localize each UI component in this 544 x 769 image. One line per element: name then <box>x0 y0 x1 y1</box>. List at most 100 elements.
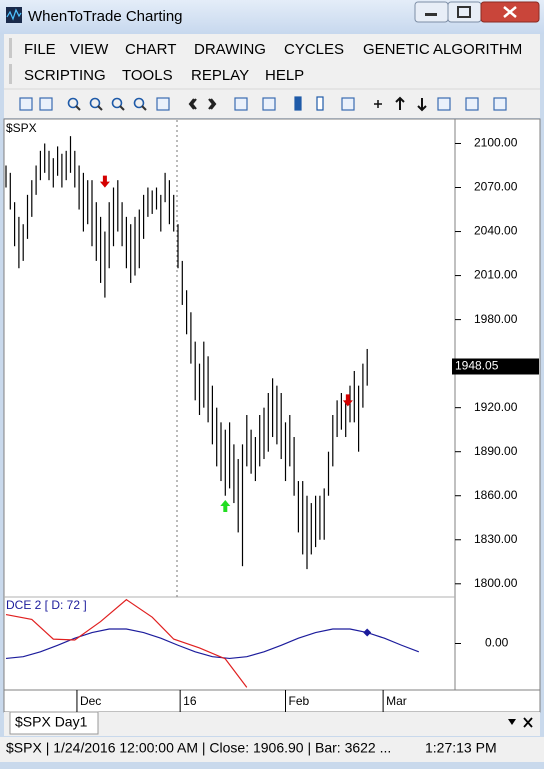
icon <box>316 96 324 111</box>
x-tick-label: Mar <box>386 694 407 708</box>
icon <box>417 98 427 112</box>
icon <box>111 97 123 109</box>
symbol-label: $SPX <box>6 121 37 135</box>
toolbar-button[interactable] <box>294 96 302 111</box>
menu-item[interactable]: DRAWING <box>194 41 266 58</box>
signal-arrow <box>220 500 231 513</box>
toolbar-button[interactable] <box>133 97 147 111</box>
icon <box>119 105 125 111</box>
menu-item[interactable]: VIEW <box>70 41 109 58</box>
minimize-button[interactable] <box>414 1 449 23</box>
x-tick-label: Feb <box>289 694 310 708</box>
indicator-title: DCE 2 [ D: 72 ] <box>6 598 87 612</box>
toolbar-button[interactable] <box>188 98 197 110</box>
icon <box>234 97 248 111</box>
toolbar-button[interactable] <box>374 100 382 108</box>
toolbar-button[interactable] <box>208 98 217 110</box>
status-info: $SPX | 1/24/2016 12:00:00 AM | Close: 19… <box>6 740 391 756</box>
indicator-y-tick-label: 0.00 <box>485 636 509 650</box>
y-tick-label: 2070.00 <box>474 180 518 194</box>
menu-item[interactable]: REPLAY <box>191 67 249 84</box>
status-time: 1:27:13 PM <box>425 740 497 756</box>
y-tick-label: 2010.00 <box>474 268 518 282</box>
y-tick-label: 1800.00 <box>474 576 518 590</box>
y-tick-label: 1890.00 <box>474 444 518 458</box>
icon <box>133 97 145 109</box>
y-tick-label: 1920.00 <box>474 400 518 414</box>
toolbar-button[interactable] <box>111 97 125 111</box>
menu-bar: FILE VIEW CHART DRAWING CYCLES GENETIC ALGORI… <box>9 38 522 84</box>
menu-item[interactable]: SCRIPTING <box>24 67 106 84</box>
toolbar-button[interactable] <box>19 97 33 111</box>
toolbar-button[interactable] <box>316 96 324 111</box>
toolbar-button[interactable] <box>67 97 81 111</box>
status-bar <box>0 737 544 762</box>
toolbar-button[interactable] <box>395 96 405 110</box>
toolbar-button[interactable] <box>341 97 355 111</box>
minimize-glyph <box>425 13 437 16</box>
last-price-label: 1948.05 <box>455 359 499 373</box>
x-tick-label: 16 <box>183 694 197 708</box>
icon <box>341 97 355 111</box>
icon <box>437 97 451 111</box>
menu-item[interactable]: FILE <box>24 41 56 58</box>
toolbar-button[interactable] <box>156 97 170 111</box>
icon <box>39 97 53 111</box>
toolbar-button[interactable] <box>493 97 507 111</box>
toolbar <box>19 96 507 112</box>
icon <box>19 97 33 111</box>
signal-arrow <box>342 394 353 407</box>
price-bars <box>5 136 368 570</box>
x-tick-label: Dec <box>80 694 101 708</box>
icon <box>493 97 507 111</box>
maximize-glyph <box>457 6 471 18</box>
menu-item[interactable]: CHART <box>125 41 176 58</box>
icon <box>67 97 79 109</box>
icon <box>75 105 81 111</box>
tab-close[interactable] <box>523 717 533 728</box>
indicator-line <box>5 598 248 688</box>
icon <box>262 97 276 111</box>
toolbar-button[interactable] <box>465 97 479 111</box>
icon <box>97 105 103 111</box>
icon <box>395 96 405 110</box>
icon <box>89 97 101 109</box>
menu-item[interactable]: GENETIC ALGORITHM <box>363 41 522 58</box>
icon <box>208 98 217 110</box>
icon <box>156 97 170 111</box>
icon <box>465 97 479 111</box>
indicator-plot <box>5 598 420 688</box>
icon <box>188 98 197 110</box>
y-tick-label: 1830.00 <box>474 532 518 546</box>
chart-tab[interactable] <box>9 711 99 735</box>
y-tick-label: 2040.00 <box>474 224 518 238</box>
indicator-line <box>5 628 420 660</box>
menu-item[interactable]: TOOLS <box>122 67 173 84</box>
toolbar-button[interactable] <box>417 98 427 112</box>
toolbar-button[interactable] <box>89 97 103 111</box>
y-tick-label: 2100.00 <box>474 136 518 150</box>
menu-item[interactable]: HELP <box>265 67 304 84</box>
maximize-button[interactable] <box>447 1 482 23</box>
y-tick-label: 1980.00 <box>474 312 518 326</box>
tab-dropdown[interactable] <box>508 719 516 725</box>
tab-label: $SPX Day1 <box>15 714 88 730</box>
toolbar-button[interactable] <box>234 97 248 111</box>
toolbar-button[interactable] <box>39 97 53 111</box>
toolbar-button[interactable] <box>437 97 451 111</box>
menu-item[interactable]: CYCLES <box>284 41 344 58</box>
icon <box>294 96 302 111</box>
signal-arrow <box>99 175 110 188</box>
close-glyph <box>503 6 517 18</box>
window-title: WhenToTrade Charting <box>28 8 183 25</box>
toolbar-button[interactable] <box>262 97 276 111</box>
menu-grip <box>9 64 12 84</box>
y-tick-label: 1860.00 <box>474 488 518 502</box>
icon <box>374 100 382 108</box>
last-price-box <box>452 358 539 375</box>
menu-grip <box>9 38 12 58</box>
app-icon-glyph <box>6 8 22 21</box>
indicator-marker <box>363 628 372 637</box>
